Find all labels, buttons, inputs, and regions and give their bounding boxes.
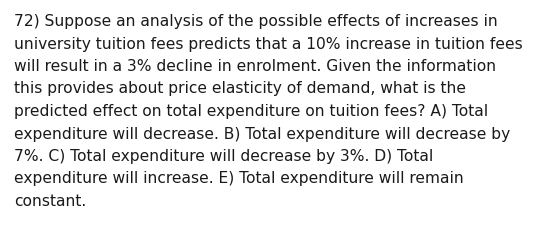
Text: constant.: constant. (14, 193, 86, 208)
Text: will result in a 3% decline in enrolment. Given the information: will result in a 3% decline in enrolment… (14, 59, 496, 74)
Text: predicted effect on total expenditure on tuition fees? A) Total: predicted effect on total expenditure on… (14, 104, 488, 118)
Text: 72) Suppose an analysis of the possible effects of increases in: 72) Suppose an analysis of the possible … (14, 14, 498, 29)
Text: university tuition fees predicts that a 10% increase in tuition fees: university tuition fees predicts that a … (14, 36, 523, 51)
Text: this provides about price elasticity of demand, what is the: this provides about price elasticity of … (14, 81, 466, 96)
Text: 7%. C) Total expenditure will decrease by 3%. D) Total: 7%. C) Total expenditure will decrease b… (14, 148, 433, 163)
Text: expenditure will increase. E) Total expenditure will remain: expenditure will increase. E) Total expe… (14, 171, 464, 186)
Text: expenditure will decrease. B) Total expenditure will decrease by: expenditure will decrease. B) Total expe… (14, 126, 510, 141)
